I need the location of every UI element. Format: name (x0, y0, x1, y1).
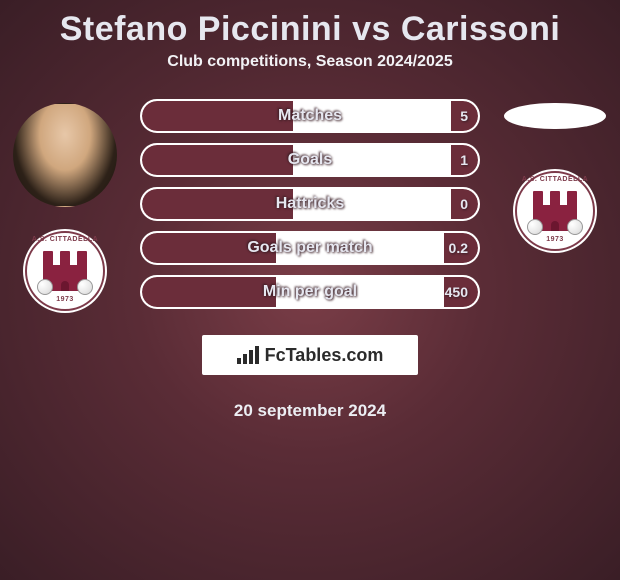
club-name-top: A.S. CITTADELLA (517, 176, 593, 183)
chart-icon (237, 346, 259, 364)
stat-value-right: 450 (445, 277, 468, 307)
stat-label: Goals per match (142, 233, 478, 263)
club-badge-left: A.S. CITTADELLA 1973 (23, 229, 107, 313)
player-avatar-right (504, 103, 606, 129)
player-avatar-left (13, 103, 117, 207)
left-player-column: A.S. CITTADELLA 1973 (0, 89, 130, 313)
page-subtitle: Club competitions, Season 2024/2025 (0, 53, 620, 71)
stat-label: Matches (142, 101, 478, 131)
stat-value-right: 1 (460, 145, 468, 175)
stat-value-right: 0 (460, 189, 468, 219)
stats-column: Matches 5 Goals 1 Hattricks 0 Goals per … (130, 89, 490, 421)
club-badge-inner: A.S. CITTADELLA 1973 (515, 171, 595, 251)
club-badge-right: A.S. CITTADELLA 1973 (513, 169, 597, 253)
stat-label: Hattricks (142, 189, 478, 219)
ball-icon (77, 279, 93, 295)
club-year: 1973 (517, 236, 593, 243)
page-title: Stefano Piccinini vs Carissoni (0, 10, 620, 49)
stat-value-right: 5 (460, 101, 468, 131)
club-name-top: A.S. CITTADELLA (27, 236, 103, 243)
branding-text: FcTables.com (265, 345, 384, 366)
club-badge-inner: A.S. CITTADELLA 1973 (25, 231, 105, 311)
stat-bar-hattricks: Hattricks 0 (140, 187, 480, 221)
stat-bar-matches: Matches 5 (140, 99, 480, 133)
stat-value-right: 0.2 (449, 233, 468, 263)
comparison-content: A.S. CITTADELLA 1973 Matches 5 (0, 89, 620, 421)
stat-bar-mpg: Min per goal 450 (140, 275, 480, 309)
ball-icon (37, 279, 53, 295)
ball-icon (527, 219, 543, 235)
right-player-column: A.S. CITTADELLA 1973 (490, 89, 620, 253)
stat-bar-goals: Goals 1 (140, 143, 480, 177)
date-line: 20 september 2024 (130, 401, 490, 421)
ball-icon (567, 219, 583, 235)
stat-bar-gpm: Goals per match 0.2 (140, 231, 480, 265)
stat-label: Min per goal (142, 277, 478, 307)
stat-label: Goals (142, 145, 478, 175)
club-year: 1973 (27, 296, 103, 303)
branding-badge: FcTables.com (202, 335, 418, 375)
